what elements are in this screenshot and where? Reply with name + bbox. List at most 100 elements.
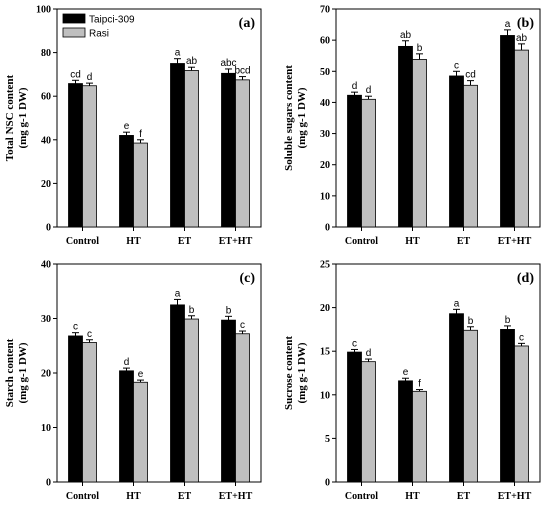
y-tick-label: 0 xyxy=(325,478,330,489)
bar xyxy=(235,333,250,483)
y-axis-label: Starch content xyxy=(4,338,16,407)
bar xyxy=(82,85,97,228)
significance-letter: c xyxy=(87,329,92,340)
plot-frame xyxy=(335,263,541,483)
significance-letter: c xyxy=(519,332,524,343)
y-axis-label: Soluble sugars content xyxy=(283,65,295,171)
significance-letter: cd xyxy=(465,70,476,81)
y-axis-label-units: (mg g-1 DW) xyxy=(17,342,29,403)
x-tick-label: ET xyxy=(178,491,192,502)
significance-letter: d xyxy=(87,72,93,83)
x-tick-label: ET+HT xyxy=(219,236,253,247)
chart-panel-3: 010203040ControlccHTdeETabET+HTbcStarch … xyxy=(4,260,262,502)
x-tick-label: Control xyxy=(345,491,378,502)
significance-letter: e xyxy=(138,369,144,380)
plot-frame xyxy=(56,8,262,228)
significance-letter: e xyxy=(124,121,130,132)
y-axis-label-units: (mg g-1 DW) xyxy=(17,87,29,148)
y-tick-label: 0 xyxy=(46,223,51,234)
bar xyxy=(221,319,236,483)
bar xyxy=(170,63,185,228)
significance-letter: ab xyxy=(186,56,198,67)
y-tick-label: 15 xyxy=(320,347,330,358)
significance-letter: d xyxy=(124,357,130,368)
y-tick-label: 20 xyxy=(320,303,330,314)
y-tick-label: 20 xyxy=(41,179,51,190)
y-tick-label: 0 xyxy=(325,223,330,234)
significance-letter: c xyxy=(454,60,459,71)
significance-letter: ab xyxy=(516,33,528,44)
significance-letter: b xyxy=(189,305,195,316)
chart-panel-1: 0 20 40 60 80 100 Control cd d HT ef ET aab ET+HT abcb… xyxy=(4,5,262,247)
y-tick-label: 30 xyxy=(41,314,51,325)
bar xyxy=(133,381,148,483)
x-tick-label: ET xyxy=(178,236,192,247)
y-tick-label: 25 xyxy=(320,260,330,271)
bar xyxy=(68,335,83,483)
plot-frame xyxy=(335,8,541,228)
y-axis-label: Total NSC content xyxy=(4,74,16,161)
bar xyxy=(133,142,148,228)
y-tick-label: 20 xyxy=(320,160,330,171)
y-tick-label: 0 xyxy=(46,478,51,489)
panel-tag: (d) xyxy=(517,271,534,286)
significance-letter: a xyxy=(175,288,181,299)
bar xyxy=(514,345,529,483)
y-tick-label: 20 xyxy=(41,369,51,380)
x-tick-label: HT xyxy=(405,236,420,247)
x-tick-label: HT xyxy=(126,491,141,502)
y-tick-label: 10 xyxy=(320,191,330,202)
y-tick-label: 30 xyxy=(320,129,330,140)
significance-letter: a xyxy=(454,298,460,309)
y-tick-label: 10 xyxy=(41,423,51,434)
significance-letter: b xyxy=(468,316,474,327)
bar xyxy=(449,75,464,228)
bar xyxy=(347,351,362,483)
bar xyxy=(82,342,97,483)
y-axis-label: Sucrose content xyxy=(283,336,295,410)
significance-letter: cd xyxy=(70,69,81,80)
bar xyxy=(412,59,427,228)
significance-letter: abc xyxy=(220,58,236,69)
x-tick-label: Control xyxy=(66,236,99,247)
significance-letter: f xyxy=(139,129,142,140)
x-tick-label: ET xyxy=(457,491,471,502)
bar xyxy=(500,328,515,483)
significance-letter: c xyxy=(352,338,357,349)
y-tick-label: 5 xyxy=(325,434,330,445)
x-tick-label: ET+HT xyxy=(219,491,253,502)
legend-swatch xyxy=(62,13,86,24)
x-tick-label: Control xyxy=(345,236,378,247)
significance-letter: a xyxy=(505,19,511,30)
bar xyxy=(221,72,236,228)
significance-letter: b xyxy=(226,305,232,316)
y-tick-label: 40 xyxy=(41,260,51,271)
bar xyxy=(347,94,362,228)
x-tick-label: HT xyxy=(126,236,141,247)
significance-letter: d xyxy=(352,81,358,92)
bar xyxy=(170,304,185,483)
x-tick-label: HT xyxy=(405,491,420,502)
bar xyxy=(184,318,199,483)
bar xyxy=(361,361,376,483)
y-axis-label-units: (mg g-1 DW) xyxy=(296,87,308,148)
legend-swatch xyxy=(62,27,86,38)
x-tick-label: Control xyxy=(66,491,99,502)
significance-letter: d xyxy=(366,348,372,359)
panel-tag: (c) xyxy=(239,271,255,286)
bar xyxy=(449,313,464,483)
bar xyxy=(463,84,478,228)
x-tick-label: ET+HT xyxy=(498,491,532,502)
bar xyxy=(398,380,413,483)
bar xyxy=(184,70,199,228)
y-tick-label: 100 xyxy=(36,5,51,16)
y-tick-label: 80 xyxy=(41,48,51,59)
bar xyxy=(119,370,134,483)
bar xyxy=(463,329,478,483)
x-tick-label: ET+HT xyxy=(498,236,532,247)
y-axis-label-units: (mg g-1 DW) xyxy=(296,342,308,403)
x-tick-label: ET xyxy=(457,236,471,247)
chart-panel-4: 0510152025ControlcdHTefETabET+HTbcSucros… xyxy=(283,260,541,502)
